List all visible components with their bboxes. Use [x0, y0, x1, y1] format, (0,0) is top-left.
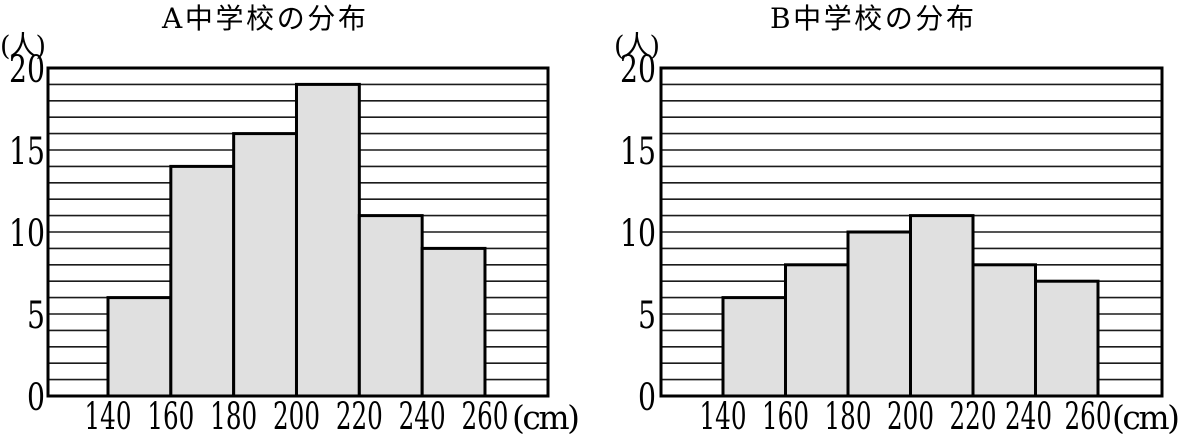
bar-140-160 [106, 296, 173, 398]
y-tick-label-15: 15 [9, 130, 45, 173]
bar-200-220 [909, 214, 975, 398]
bar-140-160 [721, 296, 787, 398]
x-tick-label-240: 240 [1005, 395, 1052, 434]
chart-b-title: B中学校の分布 [770, 2, 974, 35]
y-tick-label-15: 15 [620, 130, 656, 173]
x-tick-label-200: 200 [273, 395, 320, 434]
bar-160-180 [169, 164, 236, 398]
x-tick-label-140: 140 [700, 395, 747, 434]
x-tick-label-180: 180 [210, 395, 257, 434]
plot-frame [46, 66, 550, 398]
x-tick-label-220: 220 [336, 395, 383, 434]
chart-a-y-axis-unit: (人) [0, 31, 46, 62]
bar-220-240 [971, 263, 1037, 398]
y-tick-label-5: 5 [638, 294, 656, 337]
y-tick-label-0: 0 [27, 376, 45, 419]
x-tick-label-180: 180 [825, 395, 872, 434]
x-tick-label-260: 260 [1065, 395, 1112, 434]
x-tick-label-220: 220 [950, 395, 997, 434]
y-tick-label-20: 20 [620, 48, 656, 91]
histogram-b: B中学校の分布 (人) 0 5 10 15 20 140 160 180 200 220 240 26… [614, 2, 1180, 434]
y-tick-label-10: 10 [620, 212, 656, 255]
y-tick-label-20: 20 [9, 48, 45, 91]
bar-220-240 [357, 214, 424, 398]
bar-200-220 [294, 82, 361, 398]
chart-b-plot-area: 0 5 10 15 20 140 160 180 200 220 240 260 [620, 48, 1164, 434]
x-tick-label-160: 160 [147, 395, 194, 434]
y-tick-label-5: 5 [27, 294, 45, 337]
x-tick-label-160: 160 [762, 395, 809, 434]
x-tick-label-140: 140 [85, 395, 132, 434]
y-tick-label-10: 10 [9, 212, 45, 255]
x-tick-label-260: 260 [461, 395, 508, 434]
plot-frame [659, 66, 1164, 398]
bar-160-180 [784, 263, 850, 398]
chart-a-title: A中学校の分布 [161, 2, 366, 35]
chart-a-plot-area: 0 5 10 15 20 140 160 180 200 220 240 260 [9, 48, 550, 434]
chart-b-x-axis-unit: (cm) [1112, 398, 1180, 434]
chart-b-y-axis-unit: (人) [614, 31, 660, 62]
y-tick-label-0: 0 [638, 376, 656, 419]
bar-240-260 [1034, 279, 1100, 398]
bar-180-200 [232, 132, 298, 398]
histogram-a: A中学校の分布 (人) 0 5 10 15 20 140 160 180 200 220 240 26… [0, 2, 580, 434]
x-tick-label-240: 240 [399, 395, 446, 434]
bar-240-260 [420, 246, 487, 398]
x-tick-label-200: 200 [887, 395, 934, 434]
bar-180-200 [846, 230, 912, 398]
chart-a-x-axis-unit: (cm) [512, 398, 580, 434]
